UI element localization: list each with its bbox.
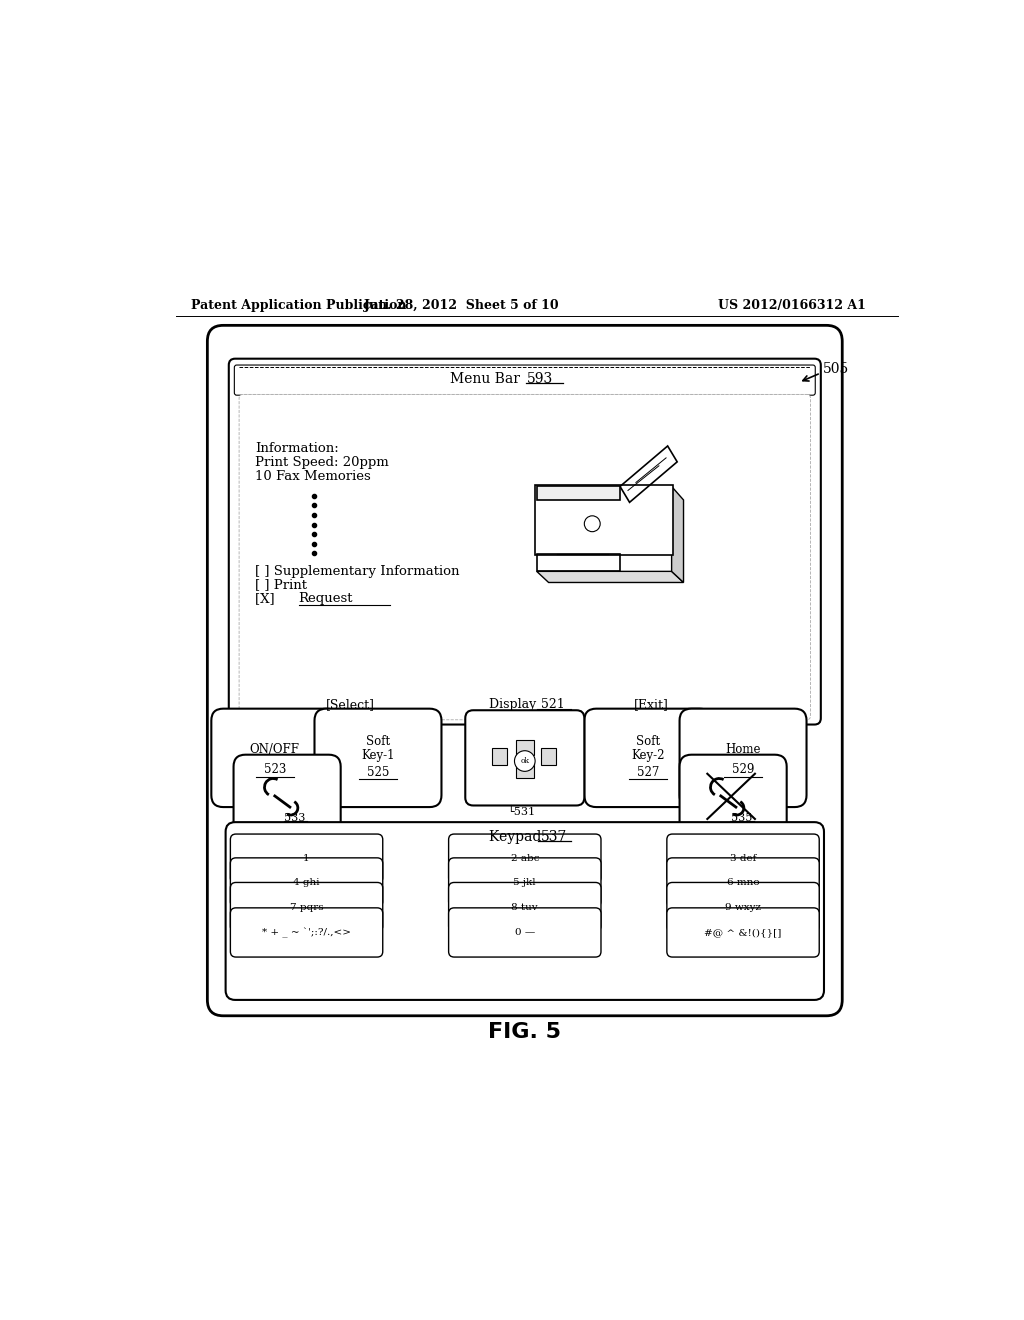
FancyBboxPatch shape	[680, 755, 786, 836]
Text: 529: 529	[732, 763, 755, 776]
Text: 10 Fax Memories: 10 Fax Memories	[255, 470, 371, 483]
FancyBboxPatch shape	[228, 359, 821, 725]
Text: 521: 521	[541, 698, 564, 711]
Circle shape	[514, 751, 536, 771]
FancyBboxPatch shape	[230, 908, 383, 957]
FancyBboxPatch shape	[585, 709, 712, 807]
Polygon shape	[672, 487, 684, 582]
Text: 3 def: 3 def	[730, 854, 757, 863]
Text: Display: Display	[489, 698, 541, 711]
Text: 523: 523	[263, 763, 286, 776]
FancyBboxPatch shape	[449, 858, 601, 907]
FancyBboxPatch shape	[211, 709, 338, 807]
Text: [Select]: [Select]	[326, 698, 375, 711]
FancyBboxPatch shape	[516, 741, 534, 755]
Text: 1: 1	[303, 854, 310, 863]
FancyBboxPatch shape	[230, 858, 383, 907]
Text: 505: 505	[822, 362, 849, 376]
FancyBboxPatch shape	[516, 763, 534, 777]
Polygon shape	[537, 487, 620, 500]
FancyBboxPatch shape	[225, 822, 824, 1001]
Text: Key-1: Key-1	[361, 748, 394, 762]
FancyBboxPatch shape	[667, 908, 819, 957]
Text: Jun. 28, 2012  Sheet 5 of 10: Jun. 28, 2012 Sheet 5 of 10	[364, 300, 559, 312]
FancyBboxPatch shape	[239, 395, 811, 719]
Text: 533: 533	[284, 813, 305, 824]
FancyBboxPatch shape	[667, 858, 819, 907]
Text: Print Speed: 20ppm: Print Speed: 20ppm	[255, 457, 389, 469]
Text: #@ ^ &!(){}[]: #@ ^ &!(){}[]	[705, 928, 781, 937]
FancyBboxPatch shape	[493, 747, 507, 766]
Text: 7 pqrs: 7 pqrs	[290, 903, 324, 912]
Text: └531: └531	[507, 807, 536, 817]
FancyBboxPatch shape	[667, 883, 819, 932]
FancyBboxPatch shape	[536, 484, 673, 556]
Text: FIG. 5: FIG. 5	[488, 1022, 561, 1041]
Text: [ ] Supplementary Information: [ ] Supplementary Information	[255, 565, 460, 578]
FancyBboxPatch shape	[233, 755, 341, 836]
Text: ON/OFF: ON/OFF	[250, 743, 300, 756]
Text: Request: Request	[299, 591, 353, 605]
Text: 2 abc: 2 abc	[511, 854, 539, 863]
Text: Patent Application Publication: Patent Application Publication	[191, 300, 407, 312]
Text: Key-2: Key-2	[631, 748, 665, 762]
Text: 8 tuv: 8 tuv	[511, 903, 539, 912]
Text: 535: 535	[731, 813, 753, 824]
Text: Home: Home	[725, 743, 761, 756]
FancyBboxPatch shape	[667, 834, 819, 883]
FancyBboxPatch shape	[449, 883, 601, 932]
Text: [Exit]: [Exit]	[634, 698, 670, 711]
Text: Soft: Soft	[636, 735, 659, 748]
Text: [X]: [X]	[255, 591, 279, 605]
Text: 4 ghi: 4 ghi	[293, 878, 319, 887]
Text: * + _ ~ `';:?/.,<>: * + _ ~ `';:?/.,<>	[262, 928, 351, 937]
Text: 593: 593	[526, 372, 553, 387]
Text: 0 —: 0 —	[515, 928, 535, 937]
Text: 6 mno: 6 mno	[727, 878, 760, 887]
FancyBboxPatch shape	[234, 366, 815, 395]
Text: 525: 525	[367, 766, 389, 779]
FancyBboxPatch shape	[314, 709, 441, 807]
Text: 9 wxyz: 9 wxyz	[725, 903, 761, 912]
Text: 5 jkl: 5 jkl	[513, 878, 537, 887]
FancyBboxPatch shape	[542, 747, 556, 766]
Text: Keypad: Keypad	[489, 830, 546, 845]
FancyBboxPatch shape	[680, 709, 807, 807]
Text: Information:: Information:	[255, 442, 339, 455]
FancyBboxPatch shape	[449, 834, 601, 883]
Text: US 2012/0166312 A1: US 2012/0166312 A1	[718, 300, 866, 312]
Text: 537: 537	[541, 830, 567, 845]
FancyBboxPatch shape	[230, 883, 383, 932]
Text: 527: 527	[637, 766, 659, 779]
Text: Soft: Soft	[366, 735, 390, 748]
Text: ok: ok	[520, 758, 529, 766]
Text: [ ] Print: [ ] Print	[255, 578, 307, 591]
Text: Menu Bar: Menu Bar	[451, 372, 524, 387]
Polygon shape	[537, 572, 684, 582]
FancyBboxPatch shape	[230, 834, 383, 883]
FancyBboxPatch shape	[449, 908, 601, 957]
FancyBboxPatch shape	[207, 325, 842, 1016]
FancyBboxPatch shape	[465, 710, 585, 805]
